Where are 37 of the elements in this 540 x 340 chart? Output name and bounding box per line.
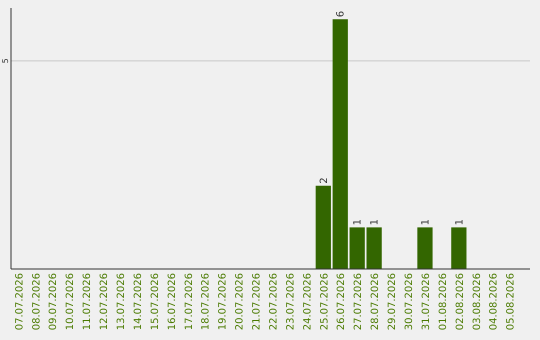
x-tick-label: 22.07.2026 (268, 273, 280, 330)
x-tick-label: 31.07.2026 (420, 273, 432, 330)
data-label: 1 (370, 219, 381, 226)
x-tick-label: 19.07.2026 (218, 273, 229, 330)
data-label: 2 (318, 177, 330, 184)
x-tick-label: 26.07.2026 (336, 273, 348, 330)
data-label: 1 (454, 219, 466, 226)
data-label: 1 (420, 219, 432, 226)
x-tick-label: 23.07.2026 (285, 273, 296, 330)
x-tick-label: 15.07.2026 (150, 273, 161, 330)
x-tick-label: 21.07.2026 (252, 273, 263, 330)
x-tick-label: 14.07.2026 (132, 273, 144, 330)
x-tick-label: 08.07.2026 (31, 273, 42, 330)
data-label: 6 (336, 10, 347, 18)
x-tick-label: 24.07.2026 (302, 273, 314, 330)
x-tick-label: 27.07.2026 (353, 273, 364, 330)
x-tick-label: 30.07.2026 (404, 273, 416, 330)
x-tick-label: 29.07.2026 (387, 273, 398, 330)
x-tick-label: 09.07.2026 (48, 273, 60, 330)
x-tick-label: 28.07.2026 (370, 273, 382, 330)
x-tick-label: 16.07.2026 (166, 273, 178, 330)
x-tick-label: 13.07.2026 (116, 273, 127, 330)
x-tick-label: 01.08.2026 (438, 273, 449, 330)
x-tick-label: 11.07.2026 (82, 273, 94, 330)
x-tick-label: 18.07.2026 (200, 273, 212, 330)
data-label: 1 (352, 219, 364, 226)
x-tick-label: 17.07.2026 (184, 273, 195, 330)
x-tick-label: 25.07.2026 (319, 273, 330, 330)
x-tick-label: 02.08.2026 (454, 273, 466, 330)
x-tick-label: 03.08.2026 (472, 273, 483, 330)
x-tick-label: 20.07.2026 (234, 273, 246, 330)
x-tick-label: 05.08.2026 (506, 273, 517, 330)
x-tick-label: 07.07.2026 (14, 273, 26, 330)
y-tick-label: 5 (1, 58, 10, 64)
x-tick-label: 12.07.2026 (99, 273, 110, 330)
x-tick-label: 04.08.2026 (488, 273, 500, 330)
x-tick-label: 10.07.2026 (65, 273, 76, 330)
